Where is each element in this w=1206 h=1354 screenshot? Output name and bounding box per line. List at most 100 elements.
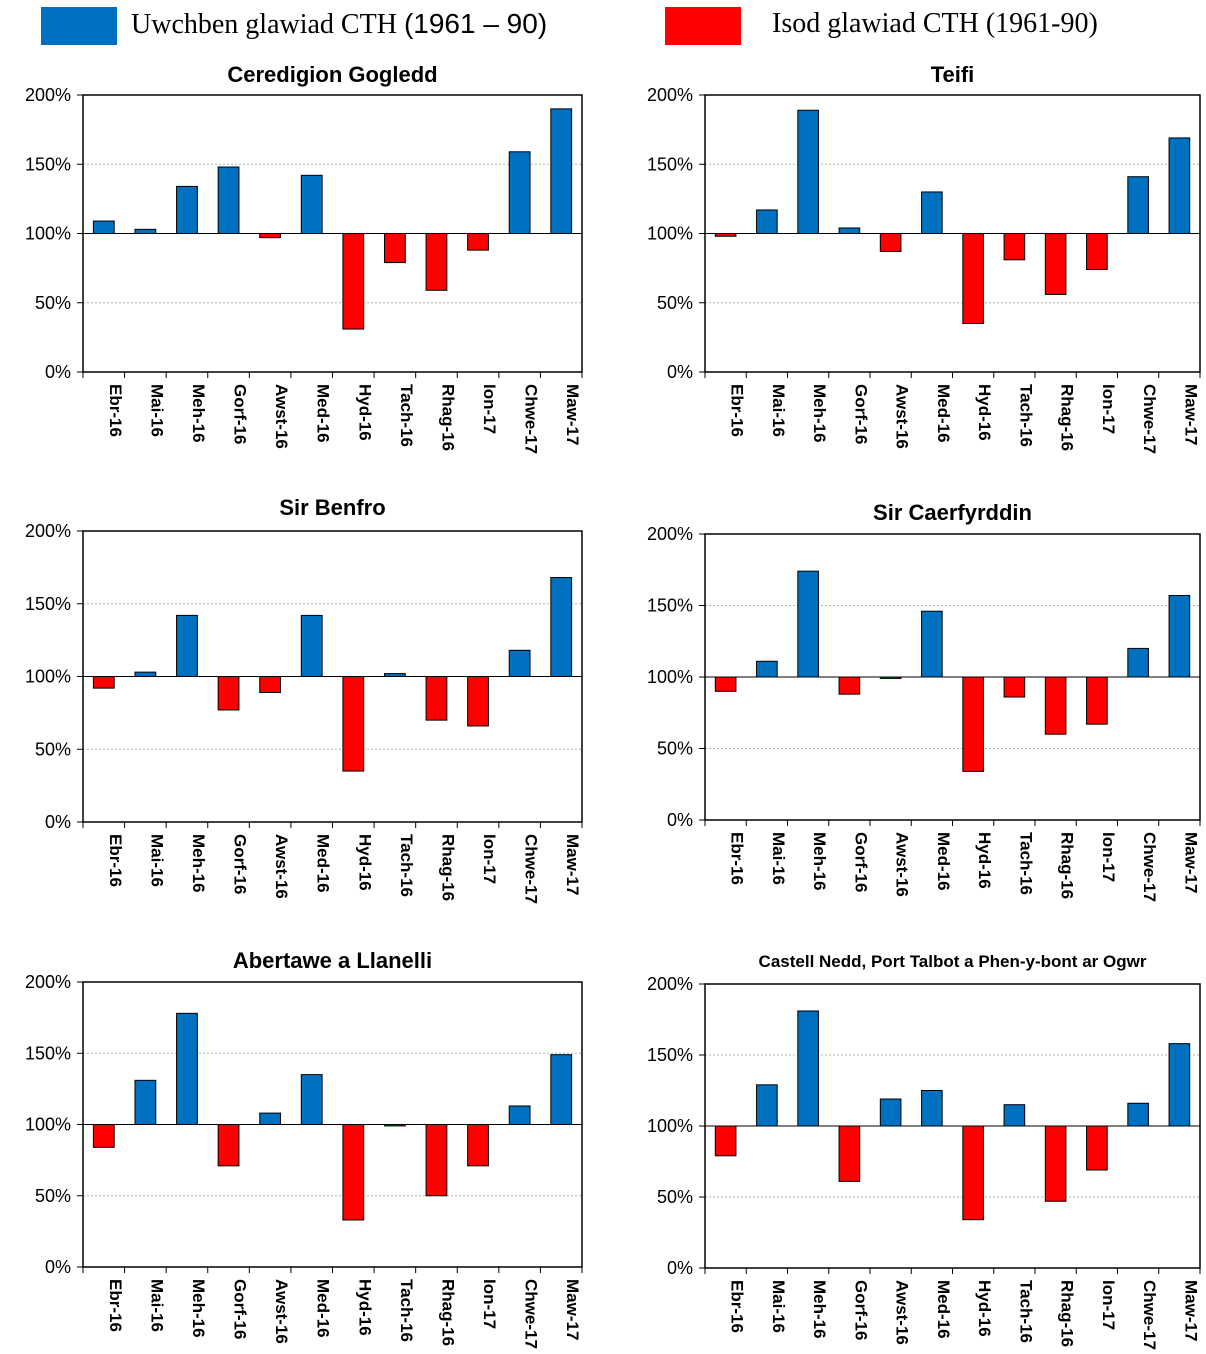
bar-Tach-16 [1003, 233, 1026, 261]
y-tick-label: 50% [657, 1187, 693, 1207]
bar-Ebr-16 [92, 1124, 115, 1148]
bar-Gorf-16 [838, 676, 861, 695]
bar-Hyd-16 [962, 676, 984, 772]
x-tick-label: Mai-16 [147, 834, 166, 887]
bar-Chwe-17 [1127, 1102, 1149, 1127]
x-tick-label: Chwe-17 [522, 1279, 541, 1349]
x-tick-label: Chwe-17 [1140, 832, 1159, 902]
x-tick-label: Chwe-17 [1140, 384, 1159, 454]
x-tick-label: Meh-16 [810, 384, 829, 443]
x-tick-label: Chwe-17 [1140, 1280, 1159, 1350]
x-tick-label: Med-16 [934, 832, 953, 891]
bar-Mai-16 [134, 1079, 157, 1125]
x-tick-label: Hyd-16 [355, 834, 374, 891]
bar-Hyd-16 [962, 1125, 984, 1221]
bar-Maw-17 [550, 108, 573, 234]
y-tick-label: 100% [25, 667, 71, 687]
y-tick-label: 100% [647, 224, 693, 244]
x-tick-label: Awst-16 [893, 1280, 912, 1345]
x-tick-label: Hyd-16 [355, 1279, 374, 1336]
x-tick-label: Meh-16 [189, 1279, 208, 1338]
bar-Hyd-16 [342, 1124, 365, 1221]
y-tick-label: 150% [25, 154, 71, 174]
x-tick-label: Awst-16 [272, 384, 291, 449]
x-tick-label: Mai-16 [147, 1279, 166, 1332]
x-tick-label: Mai-16 [769, 832, 788, 885]
x-tick-label: Meh-16 [810, 1280, 829, 1339]
x-tick-label: Maw-17 [1181, 832, 1200, 893]
bar-Awst-16 [879, 1098, 902, 1127]
bar-Med-16 [921, 1090, 943, 1127]
bar-Ion-17 [1086, 233, 1108, 271]
x-tick-label: Ebr-16 [106, 384, 125, 437]
x-tick-label: Ebr-16 [728, 832, 747, 885]
bar-Med-16 [921, 191, 943, 234]
legend-swatch-above [41, 7, 117, 45]
bar-Mai-16 [134, 671, 157, 678]
bar-Med-16 [300, 174, 323, 234]
x-tick-label: Med-16 [934, 384, 953, 443]
bar-Chwe-17 [1127, 176, 1149, 234]
bar-Meh-16 [176, 185, 198, 235]
bar-Gorf-16 [217, 1124, 240, 1167]
x-tick-label: Hyd-16 [975, 1280, 994, 1337]
y-tick-label: 0% [45, 812, 71, 832]
x-tick-label: Ion-17 [480, 834, 499, 884]
x-tick-label: Gorf-16 [851, 384, 870, 444]
x-tick-label: Maw-17 [563, 834, 582, 895]
x-tick-label: Tach-16 [1016, 1280, 1035, 1343]
x-tick-label: Gorf-16 [231, 834, 250, 894]
x-tick-label: Med-16 [314, 384, 333, 443]
bar-Gorf-16 [838, 227, 861, 235]
bar-Chwe-17 [508, 1105, 531, 1125]
y-tick-label: 200% [25, 85, 71, 105]
bar-Rhag-16 [1044, 676, 1067, 735]
chart-title: Sir Benfro [279, 495, 385, 520]
bar-Rhag-16 [425, 1124, 448, 1197]
y-tick-label: 50% [657, 739, 693, 759]
bar-Ion-17 [1086, 676, 1108, 725]
bar-Rhag-16 [425, 676, 448, 721]
x-tick-label: Tach-16 [397, 834, 416, 897]
bar-Gorf-16 [217, 676, 240, 711]
x-tick-label: Awst-16 [272, 1279, 291, 1344]
bar-Ion-17 [467, 1124, 489, 1167]
x-tick-label: Rhag-16 [1058, 1280, 1077, 1347]
x-tick-label: Ebr-16 [728, 384, 747, 437]
x-tick-label: Mai-16 [147, 384, 166, 437]
bar-Rhag-16 [1044, 233, 1067, 295]
y-tick-label: 50% [657, 293, 693, 313]
chart-4: 0% 50% 100% 150% 200% Ebr-16 Mai-16 Meh-16 Gorf-… [647, 500, 1201, 902]
bar-Tach-16 [383, 233, 406, 264]
legend-label-below: Isod glawiad CTH (1961-90) [772, 8, 1098, 39]
chart-2: 0% 50% 100% 150% 200% Ebr-16 Mai-16 Meh-16 Gorf-… [647, 62, 1201, 454]
x-tick-label: Hyd-16 [355, 384, 374, 441]
y-tick-label: 200% [647, 85, 693, 105]
x-tick-label: Tach-16 [1016, 384, 1035, 447]
bar-Ebr-16 [714, 676, 737, 692]
bar-Mai-16 [134, 228, 157, 235]
bar-Maw-17 [550, 577, 573, 677]
x-tick-label: Ebr-16 [106, 1279, 125, 1332]
chart-title: Abertawe a Llanelli [233, 948, 432, 973]
y-tick-label: 0% [45, 1257, 71, 1277]
x-tick-label: Meh-16 [810, 832, 829, 891]
bar-Meh-16 [797, 570, 819, 678]
bar-Maw-17 [1168, 594, 1191, 678]
y-tick-label: 200% [647, 974, 693, 994]
bar-Chwe-17 [508, 151, 531, 234]
x-tick-label: Ion-17 [480, 384, 499, 434]
chart-title: Sir Caerfyrddin [873, 500, 1032, 525]
x-tick-label: Maw-17 [1181, 1280, 1200, 1341]
bar-Med-16 [300, 614, 323, 678]
bar-Tach-16 [1003, 676, 1026, 698]
bar-Awst-16 [259, 1112, 282, 1125]
bar-Chwe-17 [1127, 647, 1149, 678]
bar-Gorf-16 [217, 166, 240, 235]
legend-label-above-period: (1961 – 90) [403, 8, 548, 39]
y-tick-label: 100% [647, 1116, 693, 1136]
chart-1: 0% 50% 100% 150% 200% Ebr-16 Mai-16 Meh-16 Gorf-… [25, 62, 583, 454]
x-tick-label: Ebr-16 [106, 834, 125, 887]
x-tick-label: Gorf-16 [231, 1279, 250, 1339]
bar-Meh-16 [797, 1010, 819, 1127]
